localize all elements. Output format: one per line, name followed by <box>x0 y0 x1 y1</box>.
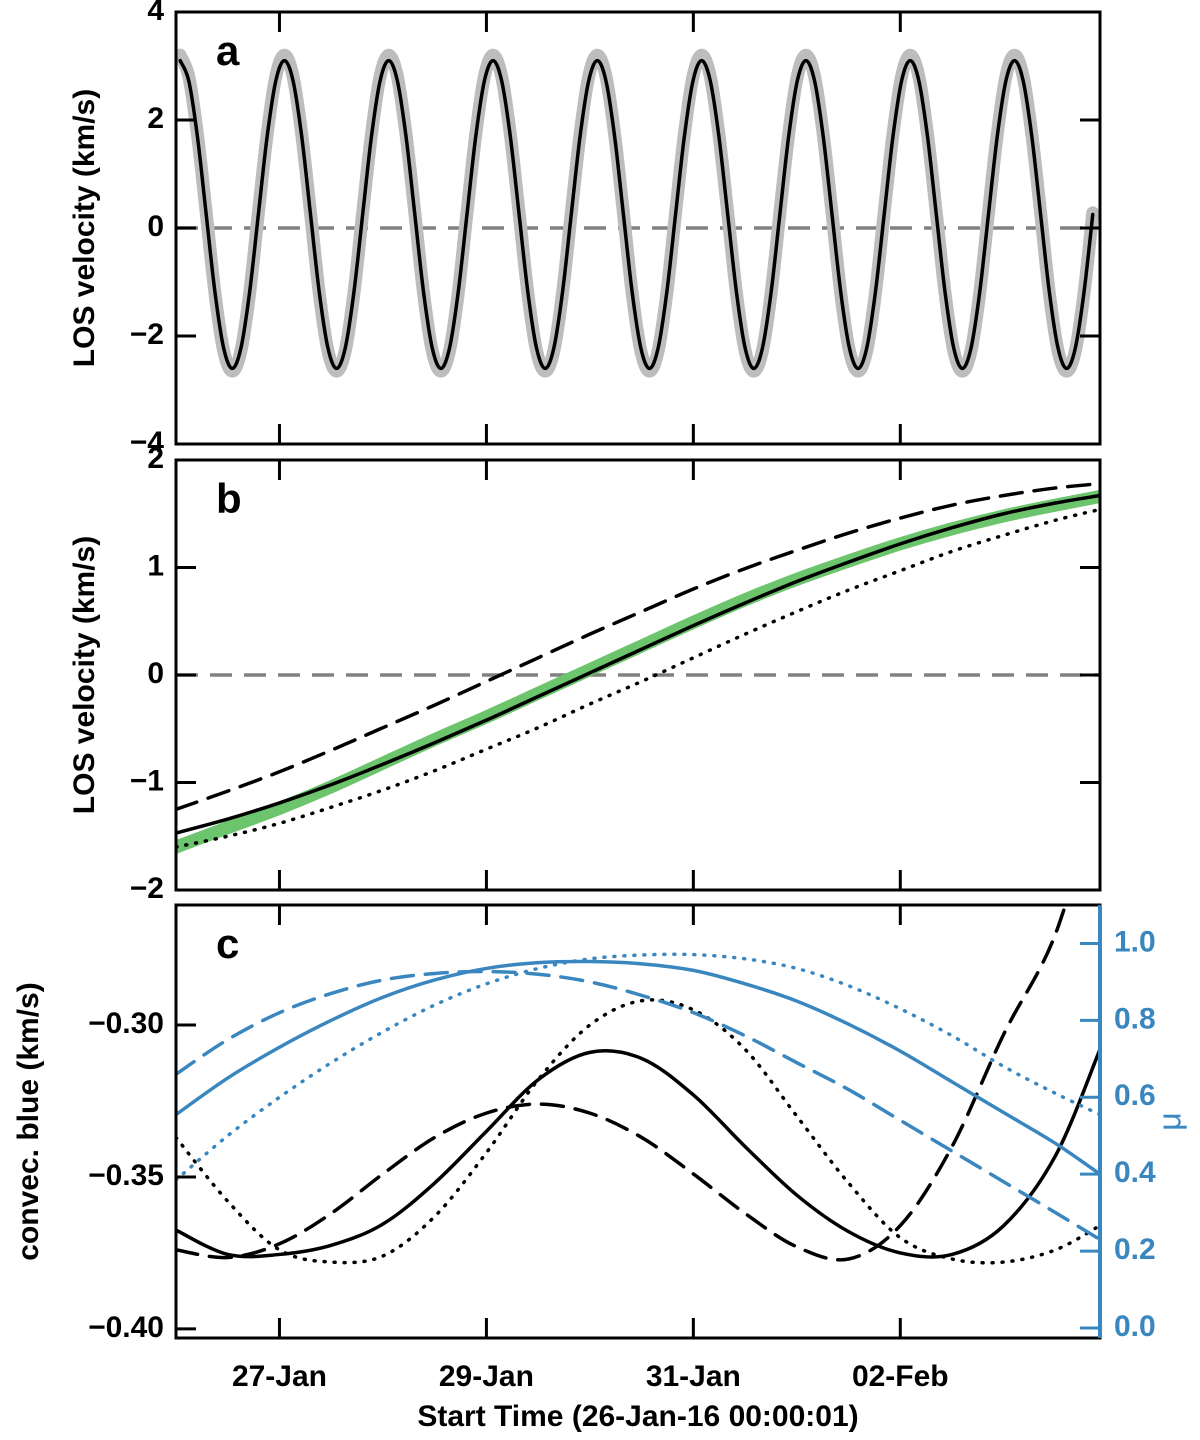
series-line <box>176 507 1100 849</box>
panel-label: a <box>216 27 240 74</box>
frame <box>174 903 1102 1340</box>
y-tick-label: −4 <box>130 426 165 459</box>
y-tick-label: −2 <box>130 318 164 351</box>
series-line <box>176 959 1100 1176</box>
series-line <box>176 998 1100 1265</box>
panel-label: c <box>216 920 239 967</box>
y2-tick-label: 0.0 <box>1114 1310 1156 1343</box>
y-tick-label: 2 <box>147 442 164 475</box>
series-line <box>176 952 1100 1182</box>
x-tick-label: 27-Jan <box>232 1360 327 1393</box>
y-axis-label: convec. blue (km/s) <box>12 982 45 1260</box>
x-tick-label: 02-Feb <box>852 1360 949 1393</box>
y-tick-label: 4 <box>147 0 164 27</box>
y-axis-label: LOS velocity (km/s) <box>68 89 101 367</box>
y-axis-label: LOS velocity (km/s) <box>68 536 101 814</box>
y-tick-label: −0.35 <box>88 1159 164 1192</box>
y-tick-label: −1 <box>130 764 164 797</box>
series-line <box>176 905 1068 1262</box>
y-tick-label: 0 <box>147 210 164 243</box>
x-tick-label: 31-Jan <box>646 1360 741 1393</box>
y-tick-label: −2 <box>130 872 164 905</box>
y-tick-label: −0.40 <box>88 1311 164 1344</box>
panel: −2 −1 0 1 2 b LOS velocity (km/s) <box>68 442 1102 905</box>
y2-tick-label: 0.2 <box>1114 1233 1156 1266</box>
series-line <box>178 58 1095 371</box>
y2-tick-label: 0.6 <box>1114 1079 1156 1112</box>
plot-area <box>176 48 1100 378</box>
y-tick-label: 1 <box>147 549 164 582</box>
y-tick-label: 0 <box>147 657 164 690</box>
x-tick-label: 29-Jan <box>439 1360 534 1393</box>
y2-tick-label: 0.8 <box>1114 1002 1156 1035</box>
series-line <box>176 481 1100 812</box>
x-axis-label: Start Time (26-Jan-16 00:00:01) <box>417 1400 858 1433</box>
y2-tick-label: 0.4 <box>1114 1156 1156 1189</box>
plot-area <box>176 481 1100 854</box>
y-tick-label: 2 <box>147 102 164 135</box>
panel-label: b <box>216 475 242 522</box>
y-tick-label: −0.30 <box>88 1007 164 1040</box>
panel: −0.40 −0.35 −0.30 0.0 0.2 0.4 0.6 0.8 1.0 μ 27-Jan… <box>12 903 1187 1433</box>
series-line <box>176 969 1100 1242</box>
plot-area <box>176 905 1100 1265</box>
y2-axis-label: μ <box>1151 1112 1187 1130</box>
series-line <box>176 1047 1100 1259</box>
panel: −4 −2 0 2 4 a LOS velocity (km/s) <box>68 0 1102 459</box>
series-line <box>176 493 1100 835</box>
y2-tick-label: 1.0 <box>1114 925 1156 958</box>
